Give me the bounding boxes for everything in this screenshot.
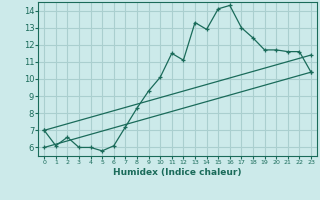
X-axis label: Humidex (Indice chaleur): Humidex (Indice chaleur) [113,168,242,177]
